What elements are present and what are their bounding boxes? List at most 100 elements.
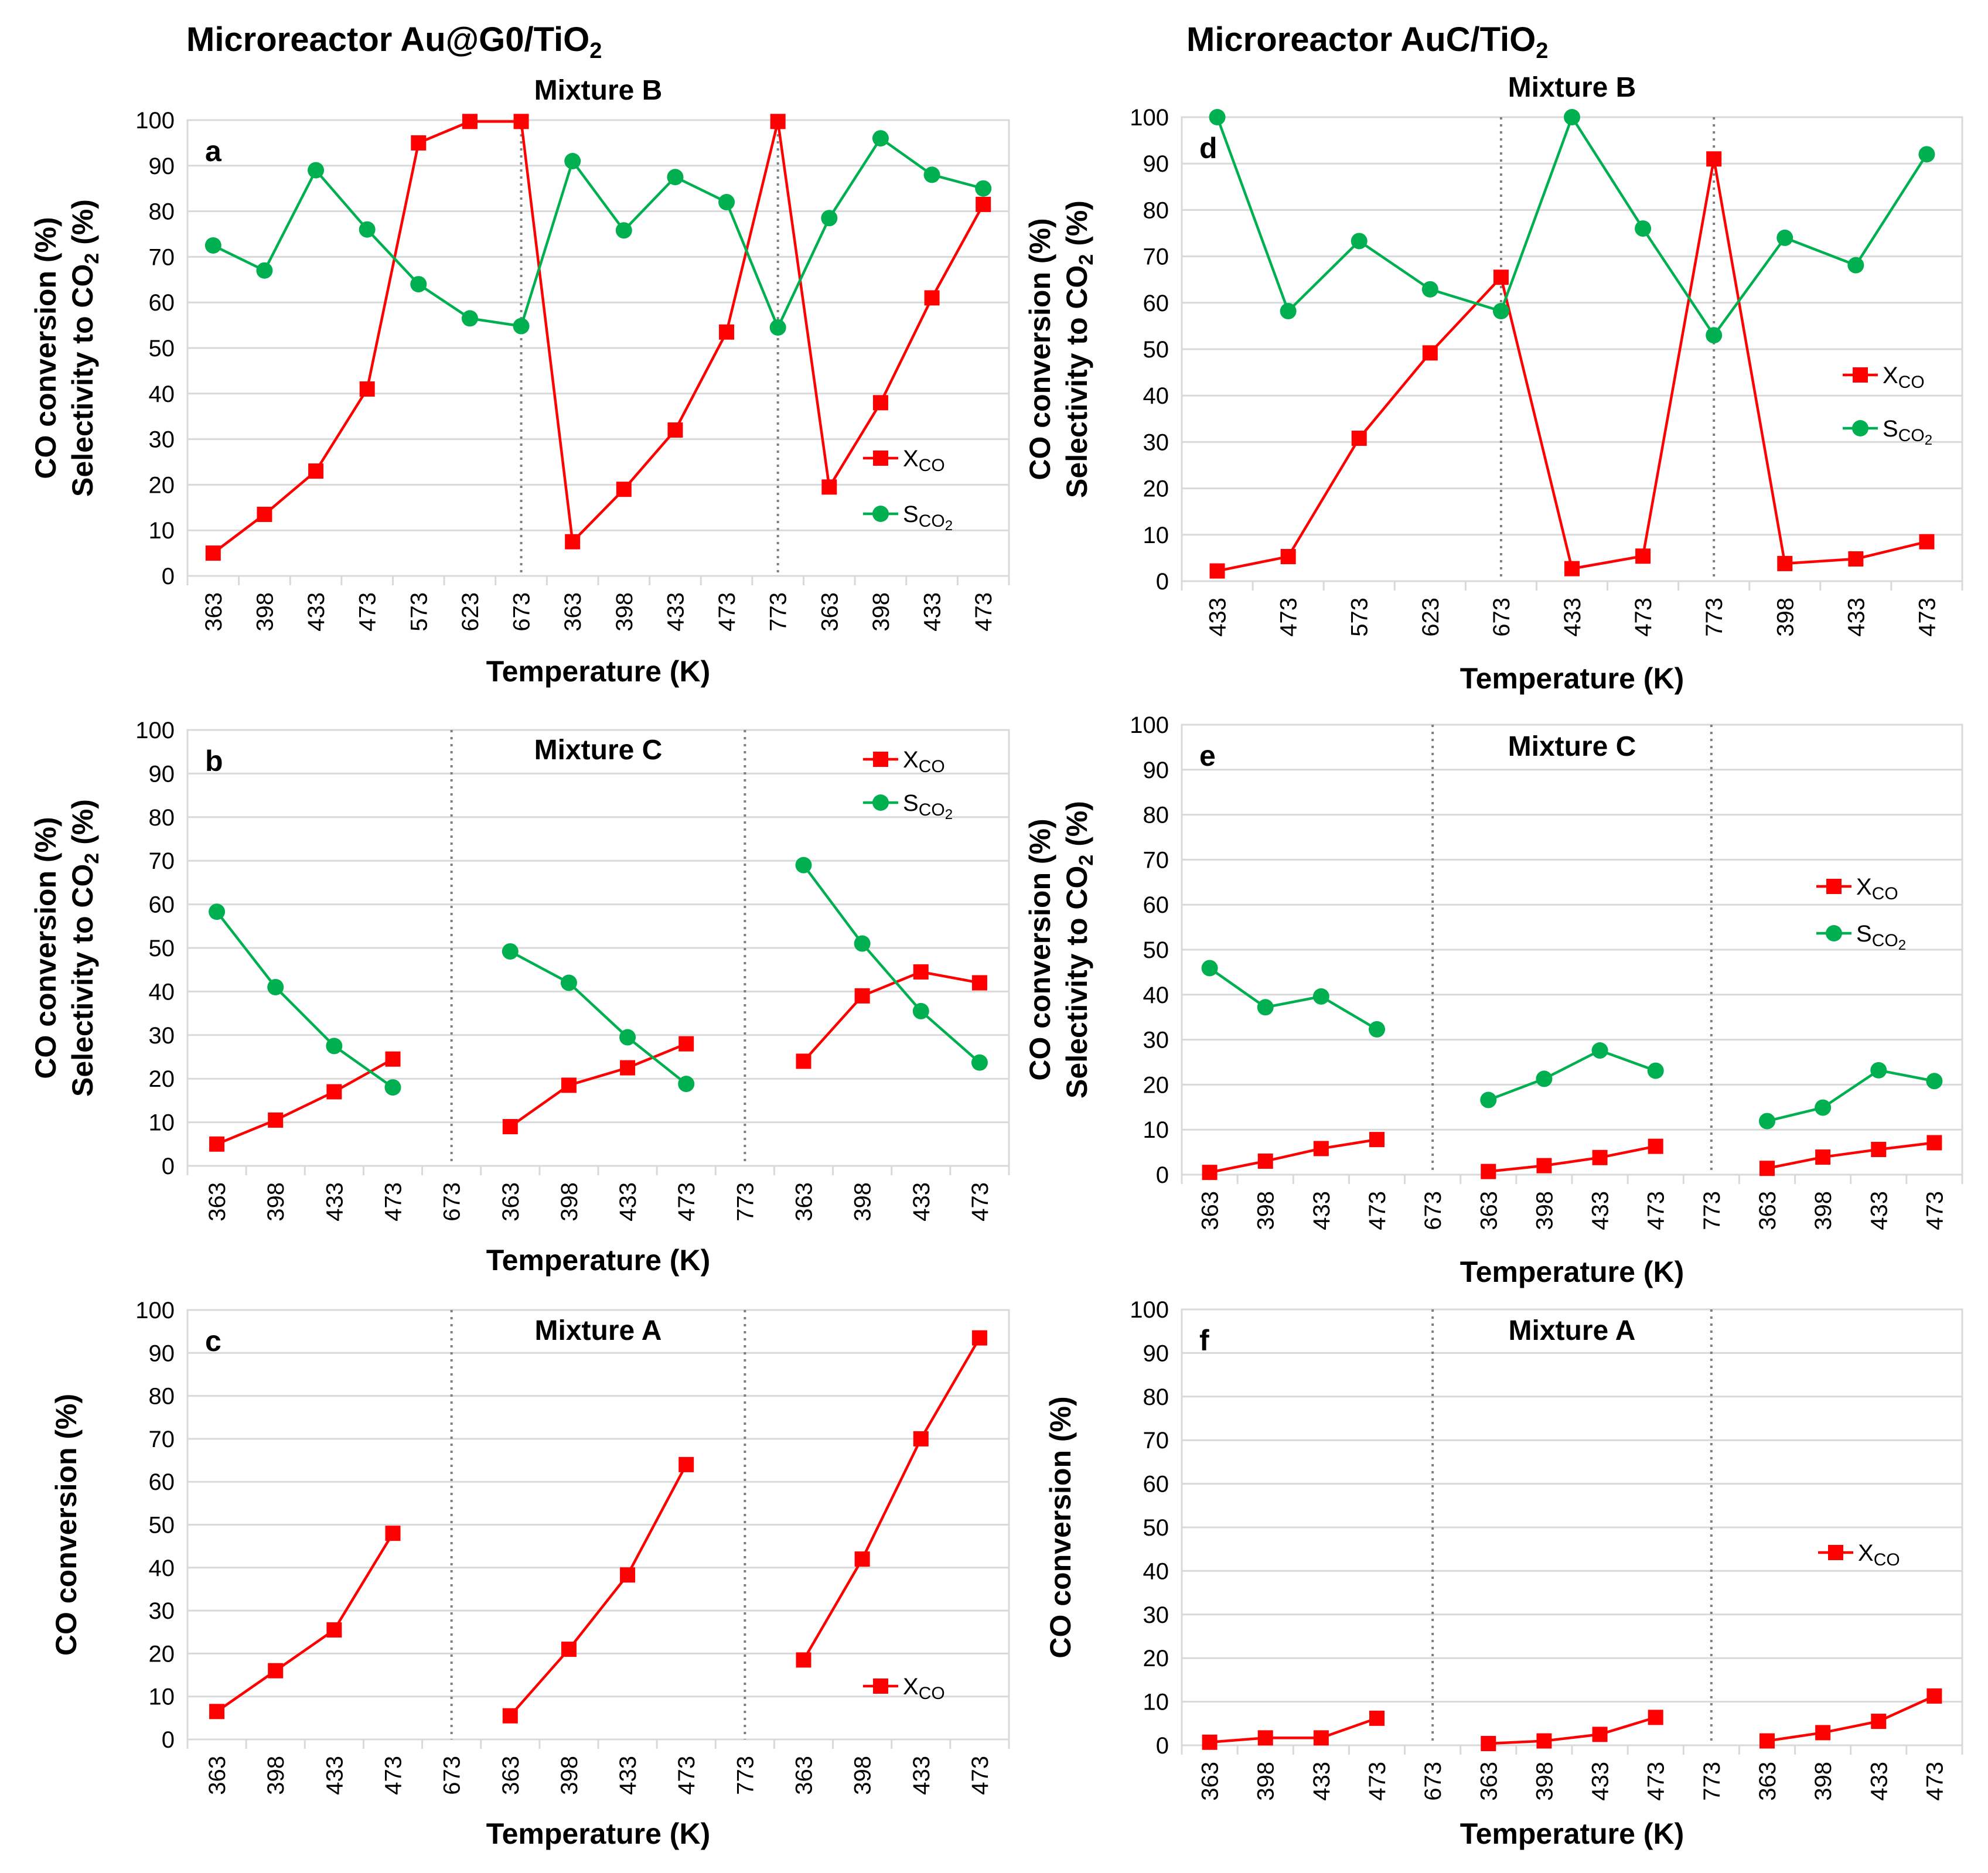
panel-f-xtick-label: 398	[1253, 1762, 1279, 1801]
panel-d-legend-xco-label: XCO	[1883, 363, 1925, 392]
panel-f-xco-point	[1926, 1688, 1942, 1704]
panel-f-letter: f	[1199, 1324, 1209, 1357]
panel-e-xtick-label: 433	[1309, 1191, 1335, 1230]
panel-a-xco-point	[411, 135, 427, 151]
panel-d-xtick-label: 398	[1772, 598, 1798, 637]
panel-a-xtick-label: 398	[612, 592, 637, 632]
panel-e-sco2-line	[1209, 967, 1378, 1031]
panel-b-xtick-label: 673	[439, 1182, 465, 1222]
panel-c-x-axis-title: Temperature (K)	[486, 1817, 710, 1850]
panel-f-ytick-label: 50	[1143, 1515, 1169, 1541]
panel-c-xco-point	[209, 1704, 225, 1720]
panel-a-ytick-label: 100	[135, 108, 175, 134]
panel-f-ytick-label: 80	[1143, 1384, 1169, 1410]
panel-c-xco-point	[502, 1708, 518, 1724]
panel-a-xtick-label: 573	[406, 592, 432, 632]
panel-e-xtick-label: 473	[1922, 1191, 1948, 1230]
panel-d-xco-point	[1848, 551, 1864, 567]
panel-a-legend-xco-label: XCO	[903, 446, 945, 475]
panel-b-sco2-point	[795, 857, 812, 874]
panel-b-xco-point	[796, 1053, 811, 1069]
panel-a-xtick-label: 363	[201, 592, 227, 632]
panel-e-xtick-label: 398	[1810, 1191, 1836, 1230]
panel-b-sco2-point	[912, 1002, 929, 1019]
panel-d-legend-sco2-marker	[1852, 420, 1868, 436]
panel-e-legend-sco2-label: SCO2	[1856, 921, 1906, 953]
panel-d-letter: d	[1199, 132, 1218, 165]
panel-c-xco-point	[796, 1652, 811, 1668]
panel-a-xco-point	[308, 463, 324, 479]
panel-c-ytick-label: 50	[149, 1513, 175, 1538]
panel-f-xco-point	[1871, 1714, 1887, 1729]
panel-a-ytick-label: 90	[149, 153, 175, 179]
panel-c-xco-point	[385, 1526, 401, 1541]
panel-f-xco-line	[1767, 1694, 1935, 1742]
panel-c: 0 10 20 30 40 50 60 70 80 90 100 363 398 433 473 673 363…	[50, 1298, 1010, 1850]
panel-d-sco2-point	[1635, 220, 1652, 237]
panel-a-xco-line	[212, 120, 985, 554]
panel-f-xtick-label: 473	[1922, 1762, 1948, 1801]
panel-b-xtick-label: 473	[967, 1182, 993, 1222]
panel-e-sco2-point	[1647, 1062, 1664, 1079]
panel-f-xco-line	[1209, 1717, 1377, 1744]
panel-e-xtick-label: 433	[1588, 1191, 1614, 1230]
panel-e-ytick-label: 30	[1143, 1028, 1169, 1053]
panel-b-xco-point	[502, 1119, 518, 1135]
panel-b-xtick-label: 773	[732, 1182, 758, 1222]
panel-e-y-axis-title-2: Selectivity to CO2 (%)	[1061, 801, 1097, 1098]
panel-d-xco-point	[1564, 561, 1580, 576]
panel-f-y-axis-title: CO conversion (%)	[1044, 1396, 1077, 1658]
panel-f-ytick-label: 10	[1143, 1690, 1169, 1715]
panel-d-sco2-point	[1421, 281, 1438, 298]
panel-a-sco2-point	[769, 319, 786, 336]
panel-f-xtick-label: 433	[1588, 1762, 1614, 1801]
panel-e-xco-point	[1313, 1141, 1329, 1156]
panel-e-sco2-point	[1312, 988, 1329, 1005]
panel-a-sco2-point	[204, 237, 221, 254]
panel-f-xtick-label: 363	[1755, 1762, 1781, 1801]
panel-e-xco-line	[1209, 1138, 1377, 1174]
panel-a-xtick-label: 398	[868, 592, 894, 632]
panel-a-xtick-label: 473	[714, 592, 740, 632]
panel-e-xco-point	[1871, 1141, 1887, 1157]
panel-a-ytick-label: 30	[149, 427, 175, 453]
panel-f-ytick-label: 30	[1143, 1602, 1169, 1628]
panel-e-ytick-label: 80	[1143, 803, 1169, 828]
panel-e-xtick-label: 363	[1476, 1191, 1502, 1230]
panel-f-xtick-label: 433	[1866, 1762, 1892, 1801]
panel-e-xco-line	[1767, 1141, 1935, 1170]
panel-c-xtick-label: 473	[967, 1756, 993, 1795]
panel-d-ytick-label: 30	[1143, 429, 1169, 455]
panel-e-ytick-label: 0	[1156, 1162, 1169, 1188]
panel-a-x-axis-title: Temperature (K)	[486, 655, 710, 688]
panel-c-xco-point	[971, 1330, 987, 1346]
panel-b-ytick-label: 100	[135, 718, 175, 743]
panel-b-xco-point	[561, 1077, 577, 1093]
panel-d-sco2-point	[1492, 303, 1509, 320]
panel-a-xco-point	[513, 114, 529, 129]
panel-b-ytick-label: 90	[149, 761, 175, 787]
panel-b-ytick-label: 30	[149, 1023, 175, 1049]
panel-c-letter: c	[205, 1325, 221, 1357]
panel-d-xtick-label: 433	[1205, 598, 1231, 637]
panel-c-xco-line	[216, 1532, 394, 1713]
panel-b-sco2-point	[384, 1079, 401, 1096]
panel-a-xco-point	[565, 534, 581, 550]
panel-e-ytick-label: 60	[1143, 892, 1169, 918]
panel-c-ytick-label: 60	[149, 1469, 175, 1495]
panel-b-xco-line	[216, 1057, 394, 1145]
panel-b-xco-point	[854, 988, 870, 1004]
panel-a-sco2-point	[615, 222, 632, 239]
panel-e-xtick-label: 673	[1420, 1191, 1446, 1230]
panel-a-xtick-label: 363	[817, 592, 843, 632]
panel-e-sco2-line	[1767, 1069, 1935, 1123]
panel-a: 0 10 20 30 40 50 60 70 80 90 100 363 398 433 473 573 623…	[29, 75, 1010, 688]
panel-a-ytick-label: 50	[149, 336, 175, 361]
panel-c-ytick-label: 70	[149, 1427, 175, 1452]
panel-e-xco-point	[1257, 1153, 1273, 1169]
panel-d-ytick-label: 70	[1143, 244, 1169, 270]
panel-b-xco-point	[678, 1036, 694, 1052]
panel-c-ytick-label: 100	[135, 1298, 175, 1323]
panel-d-sco2-point	[1776, 229, 1793, 246]
panel-e-ytick-label: 90	[1143, 758, 1169, 783]
